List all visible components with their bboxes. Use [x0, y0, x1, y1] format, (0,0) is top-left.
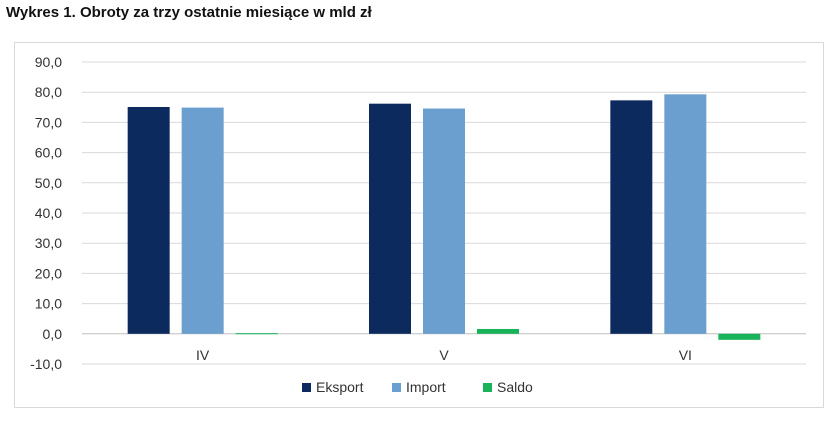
legend-label-import: Import — [406, 379, 446, 395]
y-tick-label: 50,0 — [35, 175, 62, 191]
y-tick-label: 30,0 — [35, 235, 62, 251]
y-tick-label: 0,0 — [43, 326, 63, 342]
y-tick-label: 60,0 — [35, 145, 62, 161]
bar-saldo-vi — [718, 333, 761, 340]
bars — [127, 94, 761, 340]
legend-swatch-saldo — [483, 383, 492, 392]
x-category-label: VI — [679, 347, 692, 363]
legend-swatch-import — [392, 383, 401, 392]
y-axis-ticks: 90,0 80,0 70,0 60,0 50,0 40,0 30,0 20,0 10,0 0,0 -… — [30, 54, 62, 372]
legend-label-eksport: Eksport — [316, 379, 364, 395]
y-tick-label: 70,0 — [35, 114, 62, 130]
bar-saldo-v — [477, 328, 519, 334]
bar-eksport-iv — [127, 106, 170, 334]
chart-title: Wykres 1. Obroty za trzy ostatnie miesią… — [6, 4, 372, 21]
bar-saldo-iv — [235, 333, 278, 335]
bar-eksport-v — [369, 103, 411, 334]
x-category-label: V — [439, 347, 449, 363]
bar-import-v — [423, 108, 465, 334]
y-tick-label: 20,0 — [35, 265, 62, 281]
y-tick-label: 40,0 — [35, 205, 62, 221]
bar-import-iv — [181, 107, 224, 334]
x-category-label: IV — [196, 347, 210, 363]
y-tick-label: 90,0 — [35, 54, 62, 70]
y-tick-label: 80,0 — [35, 84, 62, 100]
bar-import-vi — [664, 94, 707, 334]
y-tick-label: -10,0 — [30, 356, 62, 372]
legend-label-saldo: Saldo — [497, 379, 533, 395]
y-tick-label: 10,0 — [35, 296, 62, 312]
bar-eksport-vi — [610, 100, 653, 334]
legend-swatch-eksport — [302, 383, 311, 392]
chart-frame — [14, 42, 824, 408]
x-axis-categories: IV V VI — [196, 347, 692, 363]
legend: Eksport Import Saldo — [302, 379, 533, 395]
